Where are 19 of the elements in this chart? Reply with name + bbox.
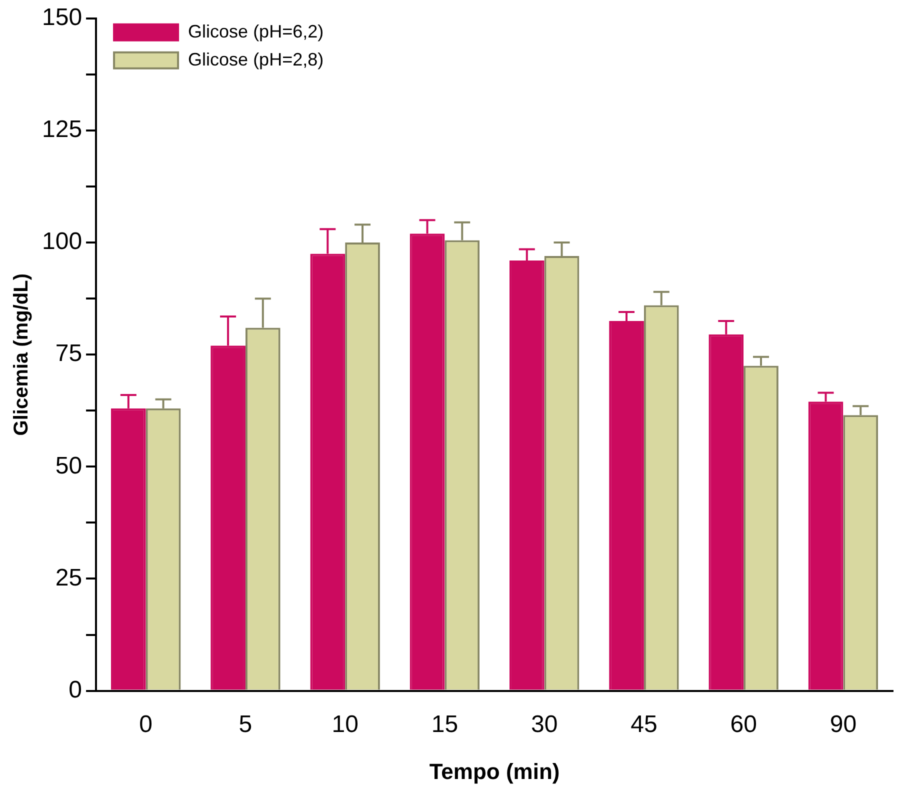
y-tick-label: 100	[42, 228, 82, 256]
y-tick-label: 50	[55, 452, 82, 480]
x-tick-label: 60	[730, 710, 757, 738]
x-tick-label: 10	[332, 710, 358, 738]
x-tick-label: 0	[139, 710, 153, 738]
y-tick-label: 150	[42, 4, 82, 32]
x-tick-label: 30	[530, 710, 558, 738]
y-tick-label: 75	[55, 340, 82, 368]
x-tick-label: 5	[238, 710, 252, 738]
y-tick-label: 25	[55, 564, 82, 592]
x-tick-label: 90	[830, 710, 857, 738]
legend-label: Glicose (pH=2,8)	[188, 49, 324, 70]
y-axis-title: Glicemia (mg/dL)	[10, 273, 33, 436]
y-tick-label: 125	[42, 116, 82, 144]
y-tick-label: 0	[68, 676, 82, 704]
x-tick-label: 15	[431, 710, 458, 738]
x-axis-title: Tempo (min)	[429, 758, 560, 784]
x-tick-label: 45	[630, 710, 658, 738]
legend-label: Glicose (pH=6,2)	[188, 21, 324, 42]
